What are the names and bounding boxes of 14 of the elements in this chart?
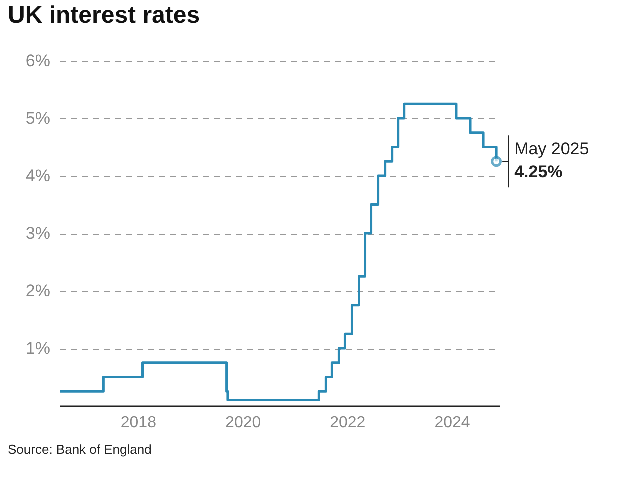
x-tick-label: 2022	[330, 414, 366, 432]
y-tick-label: 4%	[26, 166, 50, 186]
x-tick-label: 2024	[434, 414, 470, 432]
annotation: May 2025	[514, 140, 590, 159]
annotation: 4.25%	[514, 162, 563, 182]
y-tick-label: 6%	[26, 52, 50, 70]
source-note: Source: Bank of England	[8, 442, 152, 457]
y-tick-label: 1%	[26, 339, 50, 358]
x-tick-label: 2020	[226, 414, 262, 432]
chart-title: UK interest rates	[8, 2, 200, 29]
y-tick-label: 5%	[26, 109, 50, 128]
y-tick-label: 2%	[26, 282, 50, 300]
y-tick-label: 3%	[26, 224, 50, 243]
x-tick-label: 2018	[120, 414, 157, 432]
